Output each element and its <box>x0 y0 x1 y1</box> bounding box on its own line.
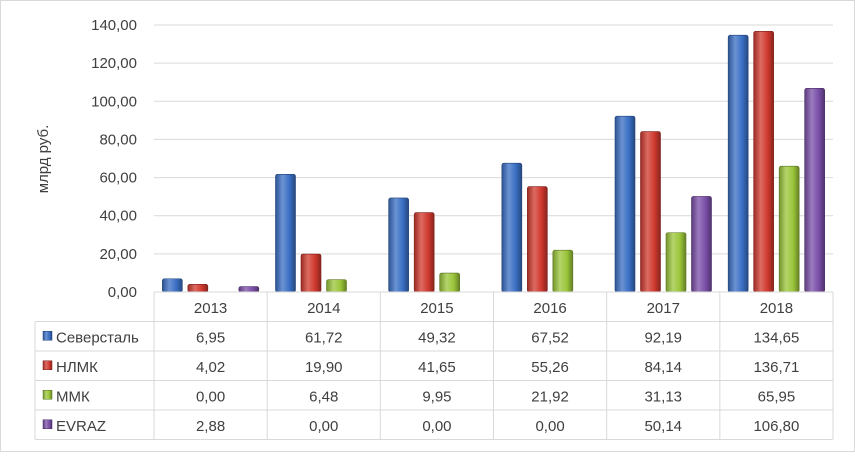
data-label: 134,65 <box>753 329 799 346</box>
data-label: 49,32 <box>418 329 456 346</box>
bar-Северсталь-2016 <box>501 162 523 293</box>
data-label: 31,13 <box>644 388 682 405</box>
legend-key <box>42 390 53 400</box>
data-label: 0,00 <box>196 388 225 405</box>
y-axis-label: млрд руб. <box>35 125 52 194</box>
y-tick-label: 100,00 <box>91 93 137 110</box>
y-tick-label: 80,00 <box>99 131 137 148</box>
data-label: 41,65 <box>418 359 456 376</box>
data-label: 84,14 <box>644 359 682 376</box>
data-label: 21,92 <box>531 388 569 405</box>
x-tick-label: 2014 <box>307 300 340 317</box>
bar-Северсталь-2018 <box>727 34 749 293</box>
bar-НЛМК-2018 <box>753 30 774 293</box>
legend-key <box>42 419 53 429</box>
y-tick-label: 120,00 <box>91 55 137 72</box>
data-label: 136,71 <box>753 359 799 376</box>
bar-НЛМК-2017 <box>640 131 661 293</box>
data-label: 61,72 <box>305 329 343 346</box>
y-tick-label: 140,00 <box>91 17 137 34</box>
x-tick-label: 2017 <box>647 300 680 317</box>
legend-entry: EVRAZ <box>56 418 106 435</box>
data-label: 19,90 <box>305 359 343 376</box>
bar-НЛМК-2014 <box>300 253 322 293</box>
bar-Северсталь-2013 <box>162 278 183 293</box>
legend-key <box>42 331 53 341</box>
legend-entry: ММК <box>56 388 90 405</box>
bar-НЛМК-2013 <box>187 284 209 293</box>
gridlines <box>154 24 833 293</box>
data-label: 0,00 <box>309 418 338 435</box>
data-label: 0,00 <box>535 418 564 435</box>
y-tick-label: 60,00 <box>99 170 137 187</box>
data-label: 92,19 <box>644 329 682 346</box>
bar-Северсталь-2017 <box>614 115 636 293</box>
data-label: 106,80 <box>753 418 799 435</box>
bar-Северсталь-2014 <box>275 173 296 293</box>
data-label: 2,88 <box>196 418 225 435</box>
data-label: 6,48 <box>309 388 338 405</box>
data-label: 67,52 <box>531 329 569 346</box>
data-label: 50,14 <box>644 418 682 435</box>
legend-entry: НЛМК <box>56 359 98 376</box>
bar-ММК-2018 <box>778 165 800 293</box>
bar-НЛМК-2015 <box>413 212 435 293</box>
bar-ММК-2016 <box>552 249 574 293</box>
x-tick-label: 2018 <box>760 300 793 317</box>
data-label: 6,95 <box>196 329 225 346</box>
legend-entry: Северсталь <box>56 329 139 346</box>
data-table: 2013 2014 2015 2016 2017 2018 Северсталь 6,95 61… <box>34 291 834 440</box>
y-tick-label: 20,00 <box>99 246 137 263</box>
x-tick-label: 2016 <box>533 300 566 317</box>
data-label: 65,95 <box>758 388 796 405</box>
bar-НЛМК-2016 <box>527 186 548 293</box>
data-label: 4,02 <box>196 359 225 376</box>
data-label: 55,26 <box>531 359 569 376</box>
data-label: 9,95 <box>422 388 451 405</box>
bar-EVRAZ-2013 <box>238 286 260 293</box>
bar-ММК-2015 <box>439 272 460 293</box>
y-tick-label: 40,00 <box>99 208 137 225</box>
bar-EVRAZ-2017 <box>691 196 712 293</box>
y-tick-label: 0,00 <box>108 284 137 301</box>
bars <box>162 30 825 293</box>
y-axis-ticks: 0,00 20,00 40,00 60,00 80,00 100,00 120,00 140,… <box>91 17 137 301</box>
bar-ММК-2014 <box>326 279 347 293</box>
bar-ММК-2017 <box>665 232 687 293</box>
bar-Северсталь-2015 <box>388 197 409 293</box>
data-label: 0,00 <box>422 418 451 435</box>
bar-EVRAZ-2018 <box>804 88 825 293</box>
legend-key <box>42 360 53 370</box>
x-tick-label: 2015 <box>420 300 453 317</box>
x-tick-label: 2013 <box>194 300 227 317</box>
